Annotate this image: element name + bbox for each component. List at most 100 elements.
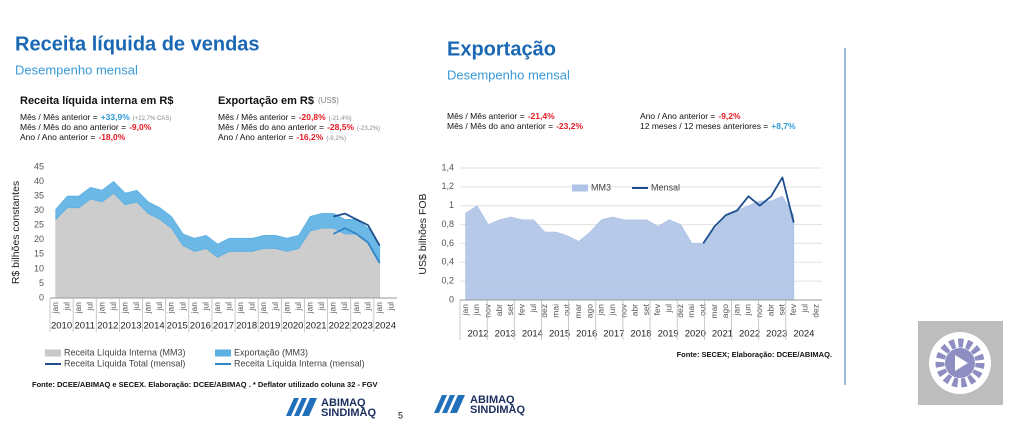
x-tick-label: dez [675,304,685,318]
x-tick-label: jan [119,302,129,315]
x-tick-label: jan [189,302,199,315]
year-label: 2012 [468,329,489,340]
x-tick-label: jul [85,302,95,312]
x-tick-label: jul [177,302,187,312]
x-tick-label: jul [131,302,141,312]
y-axis-title: R$ bilhões constantes [10,181,22,284]
stat-value: -23,2% [556,121,583,131]
y-tick-label: 5 [39,278,44,288]
y-tick-label: 0,8 [441,219,454,229]
x-tick-label: jun [743,304,753,317]
stat-value: -21,4% [528,111,555,121]
block-heading: Exportação em R$ (US$) [218,95,339,107]
stat-row: Mês / Mês do ano anterior = -23,2% [447,121,583,131]
stat-label: Ano / Ano anterior = [218,132,293,142]
x-tick-label: jan [374,302,384,315]
x-tick-label: fev [516,303,526,315]
year-label: 2021 [305,321,326,332]
stat-row: Ano / Ano anterior = -9,2% [640,111,741,121]
legend-label: Mensal [651,182,680,192]
x-tick-label: jul [362,302,372,312]
legend-label: Receita Líquida Interna (MM3) [64,347,186,357]
x-tick-label: jul [108,302,118,312]
y-axis-title: US$ bilhões FOB [417,193,429,274]
stat-row: Ano / Ano anterior = -16,2% (-9,2%) [218,132,346,142]
legend-label: Receita Líquida Total (mensal) [64,358,185,368]
legend-swatch [572,184,588,192]
logo-left: ABIMAQ SINDIMAQ [286,397,376,419]
stat-note: (-21,4%) [329,116,352,122]
x-tick-label: jan [305,302,315,315]
x-tick-label: jul [247,302,257,312]
y-tick-label: 0,2 [441,276,454,286]
stat-value: -18,0% [98,132,125,142]
year-label: 2017 [213,321,234,332]
x-tick-label: dez [811,304,821,318]
page-number: 5 [398,410,403,420]
stat-label: Mês / Mês do ano anterior = [447,121,553,131]
y-tick-label: 35 [34,190,44,200]
x-tick-label: dez [539,304,549,318]
x-tick-label: jan [258,302,268,315]
y-tick-label: 40 [34,176,44,186]
stat-value: -9,2% [718,111,741,121]
line-series [702,176,795,244]
right-subtitle: Desempenho mensal [447,67,570,82]
year-label: 2016 [190,321,211,332]
x-tick-label: jul [664,304,674,314]
x-tick-label: jul [316,302,326,312]
year-label: 2018 [630,329,651,340]
stat-label: Mês / Mês do ano anterior = [20,122,126,132]
x-tick-label: set [777,303,787,315]
year-label: 2015 [167,321,188,332]
right-source: Fonte: SECEX; Elaboração: DCEE/ABIMAQ. [677,350,832,359]
year-label: 2019 [658,329,679,340]
stat-value: +33,9% [101,112,131,122]
legend-label: MM3 [591,182,611,192]
x-tick-label: out [697,303,707,315]
year-label: 2016 [576,329,597,340]
heading-note: (US$) [318,96,339,105]
y-tick-label: 10 [34,263,44,273]
legend-label: Exportação (MM3) [234,347,308,357]
stat-value: -28,5% [327,122,354,132]
x-tick-label: jan [166,302,176,315]
x-tick-label: jan [212,302,222,315]
year-label: 2013 [120,321,141,332]
stat-label: Mês / Mês anterior = [447,111,525,121]
legend-swatch [215,349,231,357]
stat-value: -9,0% [129,122,152,132]
x-tick-label: abr [494,304,504,316]
x-tick-label: jan [351,302,361,315]
year-label: 2023 [766,329,787,340]
stat-value: +8,7% [771,121,796,131]
left-subtitle: Desempenho mensal [15,62,138,77]
stat-note: (-23,2%) [357,126,380,132]
x-tick-label: set [505,303,515,315]
gear-widget[interactable] [918,321,1003,405]
x-tick-label: mai [686,304,696,318]
x-tick-label: mar [573,304,583,319]
x-tick-label: abr [765,304,775,316]
y-tick-label: 0,6 [441,238,454,248]
x-tick-label: ago [584,304,594,318]
year-label: 2014 [522,329,543,340]
stat-row: 12 meses / 12 meses anteriores = +8,7% [640,121,796,131]
y-tick-label: 1 [449,200,454,210]
stat-label: Mês / Mês anterior = [20,112,98,122]
stat-row: Mês / Mês do ano anterior = -28,5% (-23,2%… [218,122,380,132]
x-tick-label: jul [528,304,538,314]
stat-row: Mês / Mês anterior = -21,4% [447,111,555,121]
left-source: Fonte: DCEE/ABIMAQ e SECEX. Elaboração: … [32,380,377,389]
year-label: 2023 [352,321,373,332]
logo-icon [286,398,317,416]
left-title: Receita líquida de vendas [15,33,260,55]
x-tick-label: abr [630,304,640,316]
x-tick-label: fev [652,303,662,315]
x-tick-label: jan [328,302,338,315]
line-series [332,227,381,264]
y-tick-label: 15 [34,249,44,259]
stat-label: Ano / Ano anterior = [20,132,95,142]
legend-label: Receita Líquida Interna (mensal) [234,358,365,368]
stat-value: -16,2% [296,132,323,142]
